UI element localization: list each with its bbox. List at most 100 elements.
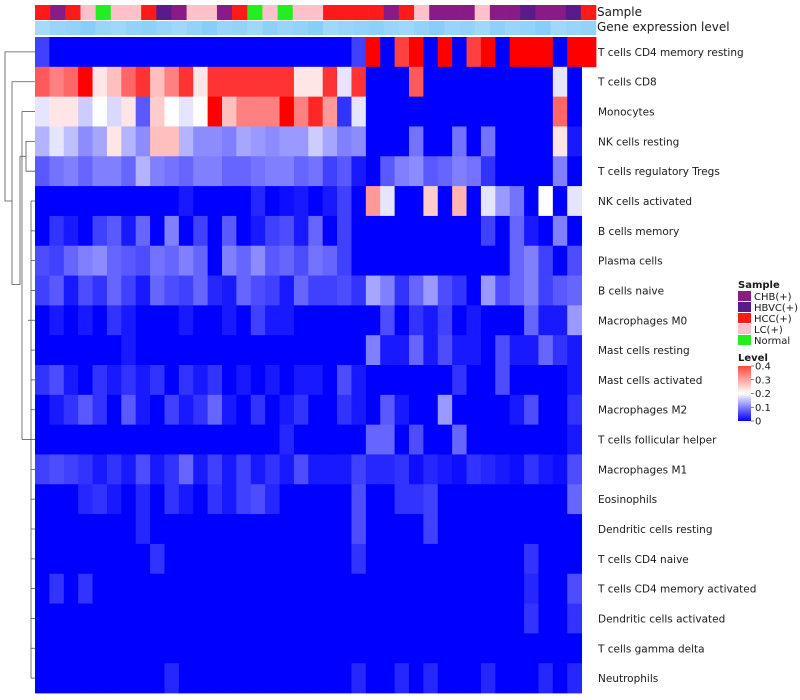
- heatmap-cell: [121, 365, 137, 396]
- gene-annotation-cell: [444, 21, 460, 35]
- heatmap-cell: [351, 37, 367, 68]
- heatmap-cell: [35, 633, 50, 664]
- heatmap-cell: [452, 365, 467, 396]
- heatmap-cell: [164, 335, 180, 366]
- heatmap-cell: [106, 454, 122, 485]
- row-label: Dendritic cells activated: [598, 614, 725, 626]
- heatmap-cell: [394, 663, 410, 694]
- heatmap-cell: [222, 484, 237, 515]
- heatmap-cell: [351, 663, 367, 694]
- heatmap-cell: [452, 484, 467, 515]
- heatmap-cell: [293, 484, 309, 515]
- heatmap-cell: [380, 365, 396, 396]
- heatmap-cell: [351, 186, 367, 217]
- heatmap-cell: [293, 454, 309, 485]
- heatmap-cell: [164, 96, 180, 127]
- heatmap-cell: [480, 603, 496, 634]
- heatmap-cell: [279, 215, 295, 247]
- heatmap-cell: [49, 96, 65, 127]
- heatmap-cell: [92, 633, 108, 664]
- heatmap-cell: [279, 186, 295, 217]
- heatmap-cell: [164, 186, 180, 217]
- heatmap-cell: [437, 215, 453, 247]
- heatmap-cell: [322, 424, 338, 455]
- heatmap-cell: [538, 484, 554, 515]
- heatmap-cell: [538, 424, 554, 455]
- heatmap-cell: [49, 126, 65, 157]
- heatmap-cell: [351, 543, 367, 575]
- heatmap-cell: [106, 245, 122, 276]
- heatmap-cell: [135, 37, 151, 68]
- heatmap-cell: [437, 275, 453, 306]
- heatmap-cell: [49, 305, 65, 336]
- gene-annotation-cell: [520, 21, 536, 35]
- heatmap-cell: [279, 275, 295, 306]
- heatmap-cell: [538, 365, 554, 396]
- heatmap-cell: [308, 186, 324, 217]
- heatmap-cell: [322, 37, 338, 68]
- heatmap-cell: [552, 305, 568, 336]
- heatmap-cell: [92, 156, 108, 187]
- heatmap-cell: [236, 335, 252, 366]
- heatmap-cell: [236, 186, 252, 217]
- heatmap-cell: [222, 335, 237, 366]
- heatmap-cell: [322, 633, 338, 664]
- heatmap-cell: [293, 514, 309, 545]
- heatmap-cell: [466, 275, 482, 306]
- heatmap-cell: [552, 573, 568, 604]
- heatmap-cell: [567, 245, 583, 276]
- heatmap-cell: [322, 156, 338, 187]
- heatmap-cell: [365, 633, 381, 664]
- heatmap-cell: [322, 275, 338, 306]
- heatmap-cell: [337, 156, 352, 187]
- heatmap-cell: [250, 365, 266, 396]
- heatmap-cell: [452, 96, 467, 127]
- heatmap-cell: [35, 37, 50, 68]
- heatmap-cell: [480, 305, 496, 336]
- heatmap-cell: [308, 454, 324, 485]
- heatmap-cell: [193, 365, 209, 396]
- heatmap-cell: [538, 156, 554, 187]
- heatmap-cell: [121, 66, 137, 98]
- heatmap-cell: [322, 186, 338, 217]
- sample-annotation-cell: [429, 5, 445, 20]
- heatmap-cell: [150, 603, 165, 634]
- heatmap-cell: [538, 573, 554, 604]
- heatmap-cell: [380, 96, 396, 127]
- heatmap-cell: [106, 514, 122, 545]
- heatmap-cell: [150, 245, 165, 276]
- heatmap-cell: [106, 484, 122, 515]
- heatmap-cell: [35, 215, 50, 247]
- heatmap-cell: [222, 37, 237, 68]
- heatmap-cell: [49, 245, 65, 276]
- heatmap-cell: [480, 335, 496, 366]
- heatmap-cell: [35, 484, 50, 515]
- heatmap-cell: [250, 484, 266, 515]
- heatmap-cell: [452, 305, 467, 336]
- heatmap-cell: [178, 424, 194, 455]
- heatmap-cell: [538, 543, 554, 575]
- heatmap-cell: [394, 335, 410, 366]
- heatmap-cell: [351, 245, 367, 276]
- heatmap-cell: [222, 365, 237, 396]
- heatmap-cell: [150, 335, 165, 366]
- heatmap-cell: [63, 186, 79, 217]
- heatmap-cell: [164, 126, 180, 157]
- heatmap-cell: [495, 424, 511, 455]
- heatmap-cell: [466, 66, 482, 98]
- heatmap-cell: [437, 365, 453, 396]
- level-tick-label: 0.2: [755, 389, 771, 400]
- heatmap-cell: [409, 424, 424, 455]
- gene-expression-annotation-bar: [35, 21, 597, 35]
- heatmap-cell: [222, 96, 237, 127]
- heatmap-cell: [509, 424, 525, 455]
- heatmap-cell: [135, 365, 151, 396]
- heatmap-cell: [250, 305, 266, 336]
- heatmap-cell: [222, 394, 237, 426]
- heatmap-cell: [236, 305, 252, 336]
- heatmap-cell: [135, 633, 151, 664]
- heatmap-cell: [322, 514, 338, 545]
- heatmap-cell: [207, 603, 223, 634]
- heatmap-cell: [164, 66, 180, 98]
- heatmap-cell: [279, 543, 295, 575]
